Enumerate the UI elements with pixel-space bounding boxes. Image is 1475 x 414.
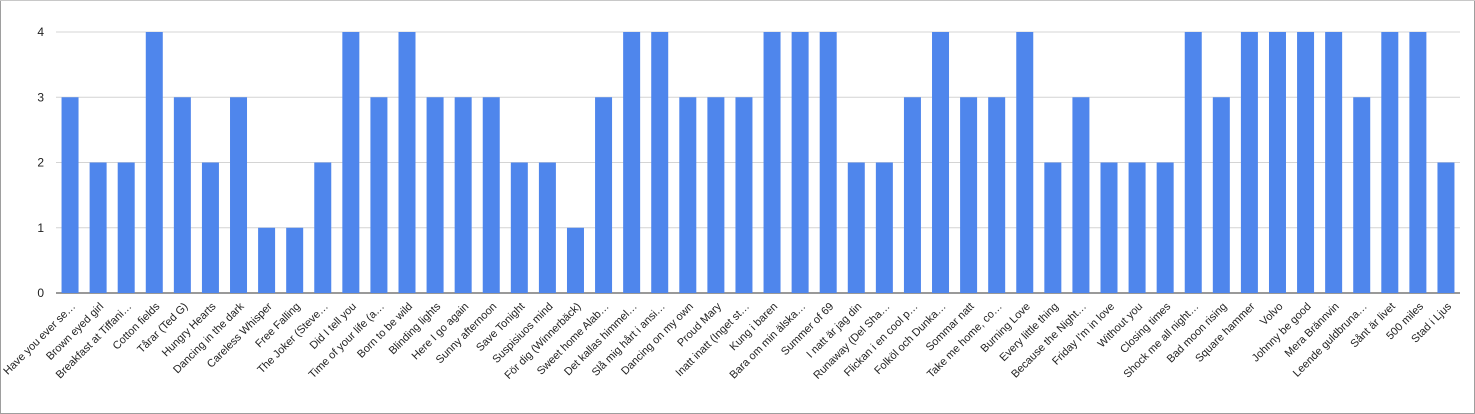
bar[interactable] bbox=[230, 97, 248, 293]
bar[interactable] bbox=[117, 162, 135, 294]
bar[interactable] bbox=[1409, 32, 1427, 293]
bar[interactable] bbox=[510, 162, 528, 294]
bar[interactable] bbox=[314, 162, 332, 294]
y-tick-label: 2 bbox=[37, 156, 44, 170]
bar[interactable] bbox=[1072, 97, 1090, 293]
bar[interactable] bbox=[426, 97, 444, 293]
bar[interactable] bbox=[1325, 32, 1343, 293]
bar[interactable] bbox=[1128, 162, 1146, 294]
y-axis-ticks: 0 1 2 3 4 bbox=[37, 25, 44, 300]
bars bbox=[61, 32, 1455, 294]
bar[interactable] bbox=[960, 97, 978, 293]
y-tick-label: 1 bbox=[37, 221, 44, 235]
bar[interactable] bbox=[61, 97, 79, 293]
y-tick-label: 4 bbox=[37, 25, 44, 39]
bar[interactable] bbox=[903, 97, 921, 293]
bar[interactable] bbox=[342, 32, 360, 293]
bar[interactable] bbox=[623, 32, 641, 293]
bar[interactable] bbox=[482, 97, 500, 293]
bar[interactable] bbox=[286, 227, 304, 293]
bar[interactable] bbox=[173, 97, 191, 293]
bar[interactable] bbox=[1381, 32, 1399, 293]
bar[interactable] bbox=[258, 227, 276, 293]
bar[interactable] bbox=[651, 32, 669, 293]
bar[interactable] bbox=[1100, 162, 1118, 294]
bar[interactable] bbox=[1297, 32, 1315, 293]
bar[interactable] bbox=[145, 32, 163, 293]
bar[interactable] bbox=[819, 32, 837, 293]
bar[interactable] bbox=[791, 32, 809, 293]
bar[interactable] bbox=[201, 162, 219, 294]
bar[interactable] bbox=[735, 97, 753, 293]
bar[interactable] bbox=[398, 32, 416, 293]
bar[interactable] bbox=[454, 97, 472, 293]
top-border bbox=[0, 0, 1475, 1]
bar[interactable] bbox=[538, 162, 556, 294]
bar[interactable] bbox=[679, 97, 697, 293]
bar[interactable] bbox=[1240, 32, 1258, 293]
bar[interactable] bbox=[595, 97, 613, 293]
bar[interactable] bbox=[370, 97, 388, 293]
bar[interactable] bbox=[1156, 162, 1174, 294]
bar[interactable] bbox=[1016, 32, 1034, 293]
bar[interactable] bbox=[707, 97, 725, 293]
bar[interactable] bbox=[875, 162, 893, 294]
y-tick-label: 3 bbox=[37, 90, 44, 104]
bar[interactable] bbox=[566, 227, 584, 293]
bar[interactable] bbox=[763, 32, 781, 293]
x-axis-labels: Have you ever se…Brown eyed girlBreakfas… bbox=[1, 300, 1454, 381]
y-tick-label: 0 bbox=[37, 286, 44, 300]
bar[interactable] bbox=[1268, 32, 1286, 293]
bar[interactable] bbox=[89, 162, 107, 294]
bar[interactable] bbox=[1044, 162, 1062, 294]
bar[interactable] bbox=[1437, 162, 1455, 294]
bar[interactable] bbox=[847, 162, 865, 294]
bar[interactable] bbox=[1353, 97, 1371, 293]
bar[interactable] bbox=[988, 97, 1006, 293]
bar[interactable] bbox=[1184, 32, 1202, 293]
bar[interactable] bbox=[1212, 97, 1230, 293]
bar[interactable] bbox=[932, 32, 950, 293]
